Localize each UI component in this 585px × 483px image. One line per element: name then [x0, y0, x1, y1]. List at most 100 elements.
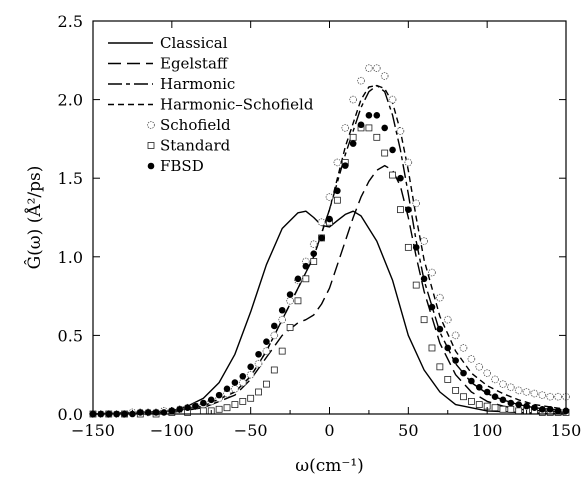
data-point-fbsd [412, 244, 420, 251]
data-point-schofield [262, 347, 271, 355]
data-point-standard [286, 324, 294, 331]
data-point-fbsd [397, 174, 404, 182]
data-point-standard [420, 316, 428, 324]
data-point-schofield [538, 391, 547, 399]
data-point-standard [373, 133, 381, 141]
data-point-schofield [349, 95, 357, 104]
data-point-schofield [514, 386, 523, 395]
data-point-fbsd [334, 187, 341, 195]
x-tick-label: −100 [150, 421, 194, 440]
data-point-schofield [451, 331, 460, 340]
data-point-standard [452, 387, 460, 394]
x-tick-label: 50 [398, 421, 418, 440]
data-point-fbsd [144, 409, 152, 416]
x-tick-label: 150 [551, 421, 582, 440]
data-point-schofield [459, 344, 468, 352]
data-point-schofield [380, 72, 389, 80]
data-point-fbsd [152, 409, 160, 416]
data-point-fbsd [554, 407, 562, 415]
data-point-fbsd [318, 234, 325, 242]
y-axis-label: Ĝ(ω) (Å²/ps) [24, 166, 45, 270]
data-point-fbsd [389, 146, 396, 154]
data-point-standard [515, 407, 523, 415]
data-point-schofield [309, 240, 318, 249]
data-point-schofield [522, 388, 531, 396]
data-point-standard [270, 366, 278, 374]
data-point-schofield [443, 315, 452, 324]
data-point-fbsd [223, 385, 231, 393]
data-point-fbsd [460, 369, 467, 377]
data-point-schofield [333, 158, 342, 167]
data-point-fbsd [531, 404, 538, 412]
data-point-standard [436, 363, 444, 371]
y-tick-label: 1.5 [58, 169, 83, 188]
data-point-fbsd [475, 383, 483, 391]
data-point-schofield [325, 193, 334, 201]
data-point-standard [499, 405, 507, 413]
data-point-schofield [404, 158, 413, 167]
data-point-schofield [357, 76, 365, 85]
y-tick-label: 0.0 [58, 405, 83, 424]
legend-marker-schofield [147, 121, 155, 129]
data-point-fbsd [310, 250, 318, 257]
data-point-schofield [254, 359, 263, 368]
data-point-fbsd [294, 275, 302, 283]
data-point-schofield [396, 127, 405, 135]
data-point-fbsd [373, 112, 381, 119]
data-point-fbsd [160, 409, 168, 416]
data-point-standard [349, 133, 357, 141]
data-point-fbsd [278, 306, 286, 314]
data-point-fbsd [302, 262, 310, 270]
data-point-fbsd [405, 206, 412, 213]
data-point-fbsd [215, 391, 223, 399]
data-point-schofield [499, 380, 507, 388]
legend-marker-standard [147, 142, 155, 149]
data-point-schofield [286, 297, 294, 305]
data-point-schofield [475, 363, 484, 371]
data-point-standard [231, 401, 239, 408]
data-point-fbsd [349, 140, 357, 147]
data-point-standard [215, 405, 223, 413]
data-point-fbsd [428, 303, 436, 311]
series-line-harmonic [92, 84, 567, 415]
data-point-schofield [436, 293, 444, 302]
legend-marker-fbsd [147, 162, 155, 170]
data-point-standard [199, 407, 207, 415]
legend-label-egelstaff: Egelstaff [160, 55, 229, 73]
data-point-fbsd [286, 291, 294, 298]
data-point-fbsd [499, 396, 507, 404]
data-point-standard [428, 344, 436, 352]
y-tick-label: 1.0 [58, 248, 83, 267]
data-point-standard [444, 376, 452, 383]
y-tick-label: 2.0 [58, 91, 83, 110]
data-point-schofield [554, 392, 562, 401]
data-point-standard [302, 275, 310, 283]
x-tick-label: −150 [71, 421, 115, 440]
data-point-standard [381, 149, 389, 157]
data-point-schofield [483, 369, 491, 377]
data-point-standard [491, 404, 499, 412]
data-point-fbsd [239, 372, 247, 380]
data-point-standard [294, 297, 302, 305]
data-point-fbsd [523, 402, 530, 410]
data-point-standard [223, 404, 231, 412]
data-point-fbsd [192, 402, 199, 410]
data-point-standard [404, 243, 412, 251]
data-point-fbsd [137, 409, 144, 416]
x-tick-label: 0 [324, 421, 334, 440]
data-point-schofield [388, 95, 397, 104]
data-point-schofield [546, 392, 555, 401]
legend-label-fbsd: FBSD [160, 157, 204, 175]
data-point-schofield [507, 383, 515, 392]
data-point-schofield [372, 64, 381, 72]
data-point-standard [278, 347, 286, 355]
data-point-fbsd [452, 357, 459, 364]
data-point-fbsd [231, 379, 239, 386]
data-point-schofield [420, 237, 428, 245]
data-point-standard [460, 393, 467, 401]
legend-label-harmonic: Harmonic [160, 75, 235, 93]
data-point-standard [475, 401, 483, 408]
data-point-fbsd [247, 363, 254, 371]
